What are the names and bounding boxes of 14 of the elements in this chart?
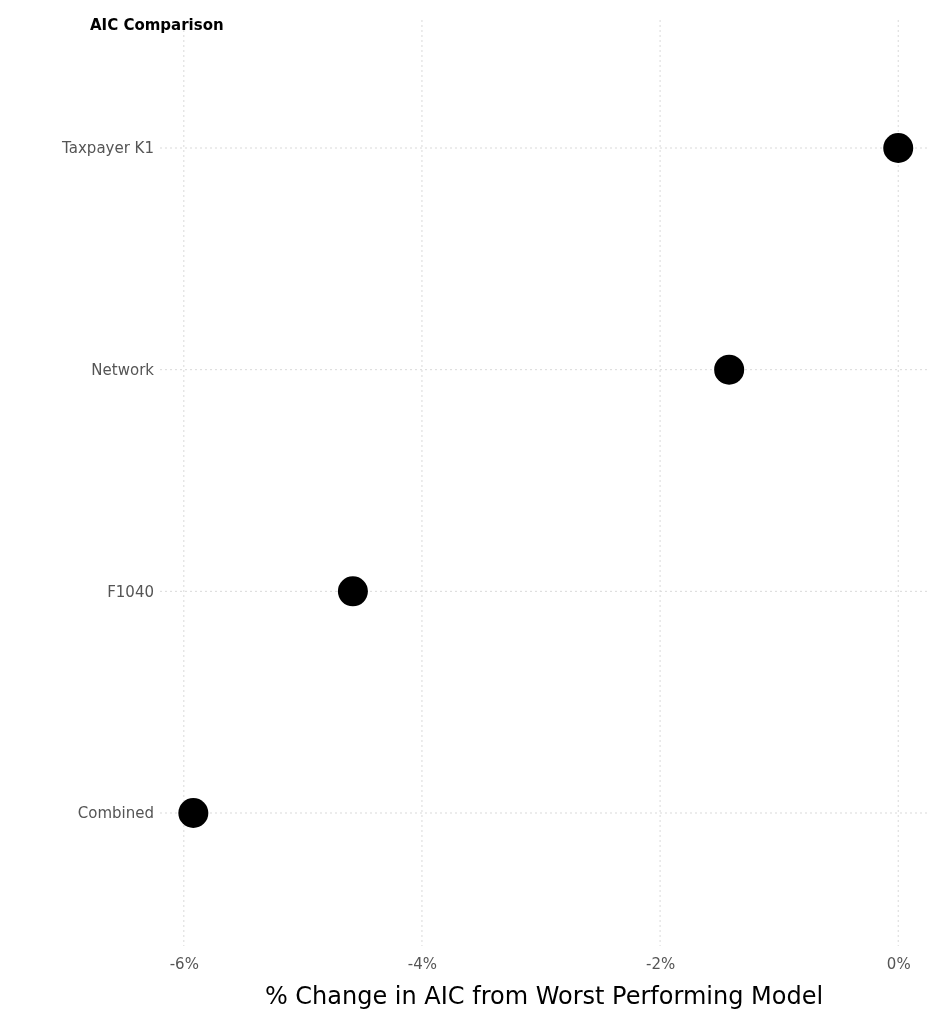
chart-title: AIC Comparison	[90, 16, 224, 34]
x-tick-label: -6%	[169, 954, 199, 973]
point	[883, 133, 914, 163]
x-tick-label: -2%	[645, 954, 676, 973]
x-axis-title: % Change in AIC from Worst Performing Model	[264, 982, 824, 1010]
x-tick-label: 0%	[886, 954, 911, 973]
x-tick-label: -4%	[407, 954, 438, 973]
y-tick-label: Network	[91, 360, 155, 379]
y-tick-label: Taxpayer K1	[61, 139, 154, 158]
y-tick-label: F1040	[107, 582, 154, 601]
point	[337, 576, 368, 607]
y-tick-label: Combined	[77, 804, 154, 823]
point	[178, 798, 209, 828]
point	[714, 354, 745, 385]
